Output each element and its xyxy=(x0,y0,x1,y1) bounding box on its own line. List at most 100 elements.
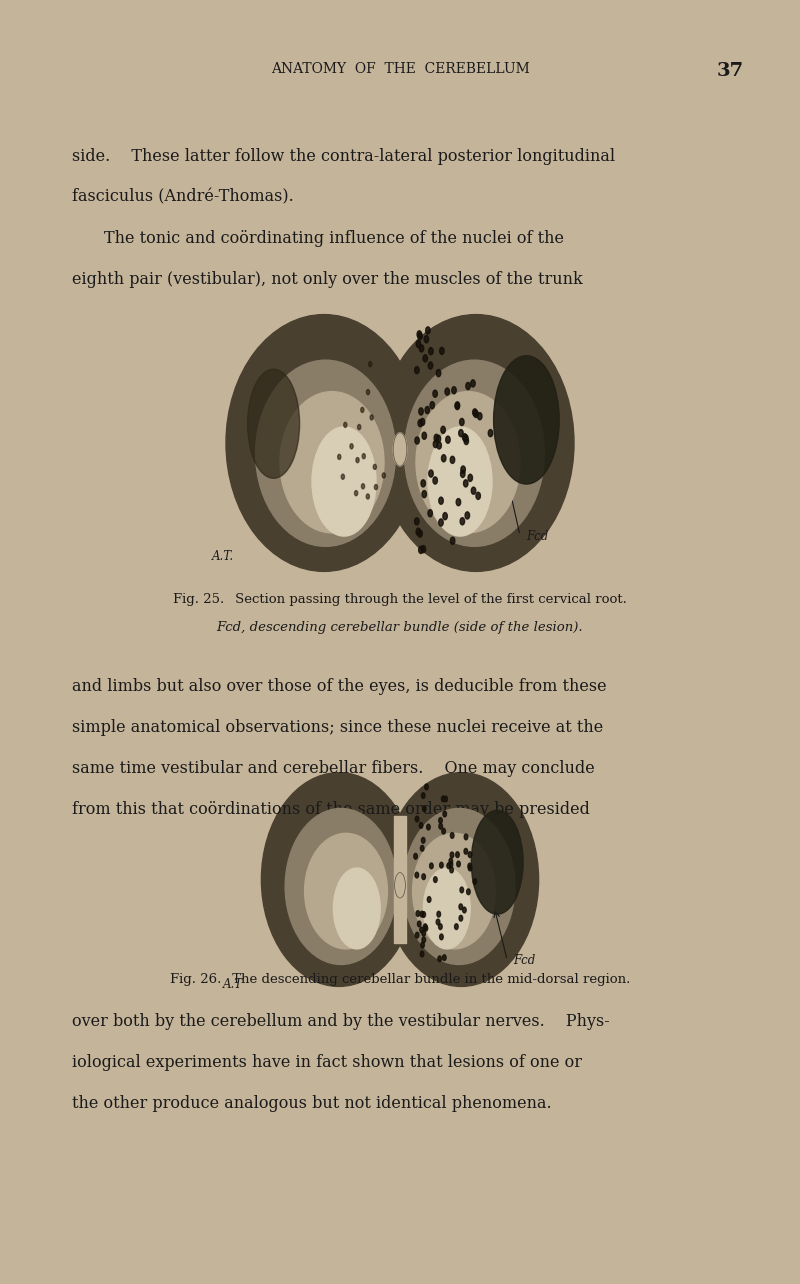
Circle shape xyxy=(462,434,467,440)
Circle shape xyxy=(457,862,460,867)
Circle shape xyxy=(430,863,433,869)
Circle shape xyxy=(463,480,468,487)
Text: A.T: A.T xyxy=(222,978,242,991)
Circle shape xyxy=(416,340,421,348)
Circle shape xyxy=(419,345,424,352)
Circle shape xyxy=(488,430,493,437)
Text: ANATOMY  OF  THE  CEREBELLUM: ANATOMY OF THE CEREBELLUM xyxy=(270,62,530,76)
Circle shape xyxy=(419,823,423,828)
Circle shape xyxy=(476,492,481,499)
Ellipse shape xyxy=(285,809,397,964)
Circle shape xyxy=(414,366,419,374)
Circle shape xyxy=(424,335,429,343)
Circle shape xyxy=(454,923,458,930)
Circle shape xyxy=(416,528,421,535)
Circle shape xyxy=(416,910,420,917)
Circle shape xyxy=(438,923,442,930)
Text: the other produce analogous but not identical phenomena.: the other produce analogous but not iden… xyxy=(72,1095,552,1112)
Circle shape xyxy=(449,862,453,868)
Ellipse shape xyxy=(280,392,384,533)
Circle shape xyxy=(420,419,425,425)
Circle shape xyxy=(464,438,469,444)
Ellipse shape xyxy=(494,356,559,484)
Circle shape xyxy=(356,457,359,462)
Text: eighth pair (vestibular), not only over the muscles of the trunk: eighth pair (vestibular), not only over … xyxy=(72,271,582,288)
Circle shape xyxy=(350,444,353,449)
Ellipse shape xyxy=(305,833,387,949)
Circle shape xyxy=(455,402,460,410)
Circle shape xyxy=(422,806,426,811)
Text: same time vestibular and cerebellar fibers.  One may conclude: same time vestibular and cerebellar fibe… xyxy=(72,760,594,777)
Circle shape xyxy=(362,484,365,489)
Circle shape xyxy=(450,832,454,838)
Circle shape xyxy=(440,863,443,868)
Circle shape xyxy=(456,851,459,858)
Text: fasciculus (André-Thomas).: fasciculus (André-Thomas). xyxy=(72,189,294,205)
Circle shape xyxy=(445,388,450,395)
Circle shape xyxy=(422,912,426,917)
Circle shape xyxy=(450,537,455,544)
Circle shape xyxy=(358,425,361,430)
Circle shape xyxy=(433,390,438,397)
Ellipse shape xyxy=(416,392,520,533)
Circle shape xyxy=(418,921,421,927)
Circle shape xyxy=(421,480,426,487)
Ellipse shape xyxy=(256,360,396,547)
Ellipse shape xyxy=(384,773,538,986)
Circle shape xyxy=(442,955,446,960)
Circle shape xyxy=(478,412,482,420)
Ellipse shape xyxy=(394,873,406,898)
Text: side.  These latter follow the contra-lateral posterior longitudinal: side. These latter follow the contra-lat… xyxy=(72,148,615,164)
Circle shape xyxy=(418,333,422,340)
Circle shape xyxy=(415,872,418,878)
Circle shape xyxy=(461,466,466,473)
Ellipse shape xyxy=(394,433,407,466)
Text: and limbs but also over those of the eyes, is deducible from these: and limbs but also over those of the eye… xyxy=(72,678,606,695)
Circle shape xyxy=(434,440,438,448)
Circle shape xyxy=(437,442,442,449)
Circle shape xyxy=(418,408,423,415)
Circle shape xyxy=(418,530,422,537)
Text: A.T.: A.T. xyxy=(212,550,234,562)
Circle shape xyxy=(473,408,477,416)
Ellipse shape xyxy=(312,426,376,537)
Circle shape xyxy=(423,924,427,930)
Circle shape xyxy=(460,517,465,525)
Circle shape xyxy=(471,487,476,494)
Circle shape xyxy=(434,434,438,442)
Circle shape xyxy=(428,362,433,369)
Circle shape xyxy=(426,824,430,829)
Circle shape xyxy=(437,912,441,917)
Circle shape xyxy=(422,490,426,498)
Circle shape xyxy=(374,484,378,489)
Circle shape xyxy=(436,370,441,376)
Text: Fcd: Fcd xyxy=(526,530,549,543)
Circle shape xyxy=(374,465,377,470)
Circle shape xyxy=(366,494,370,499)
Circle shape xyxy=(421,942,424,948)
Circle shape xyxy=(362,453,366,458)
Ellipse shape xyxy=(378,315,574,571)
Circle shape xyxy=(464,849,468,854)
Circle shape xyxy=(460,419,464,425)
Circle shape xyxy=(421,845,424,851)
Circle shape xyxy=(462,907,466,913)
Circle shape xyxy=(464,835,468,840)
Circle shape xyxy=(428,510,432,517)
Circle shape xyxy=(342,474,345,479)
Ellipse shape xyxy=(403,809,515,964)
Circle shape xyxy=(436,435,441,443)
Circle shape xyxy=(459,904,462,909)
Circle shape xyxy=(470,380,475,386)
Circle shape xyxy=(422,837,425,844)
Circle shape xyxy=(443,811,446,817)
FancyBboxPatch shape xyxy=(394,817,406,942)
Text: Fig. 26.  The descending cerebellar bundle in the mid-dorsal region.: Fig. 26. The descending cerebellar bundl… xyxy=(170,973,630,986)
Circle shape xyxy=(449,858,453,864)
Circle shape xyxy=(450,867,454,873)
Circle shape xyxy=(468,863,471,869)
Circle shape xyxy=(425,785,428,790)
Circle shape xyxy=(443,512,447,520)
Circle shape xyxy=(456,498,461,506)
Circle shape xyxy=(344,422,347,428)
